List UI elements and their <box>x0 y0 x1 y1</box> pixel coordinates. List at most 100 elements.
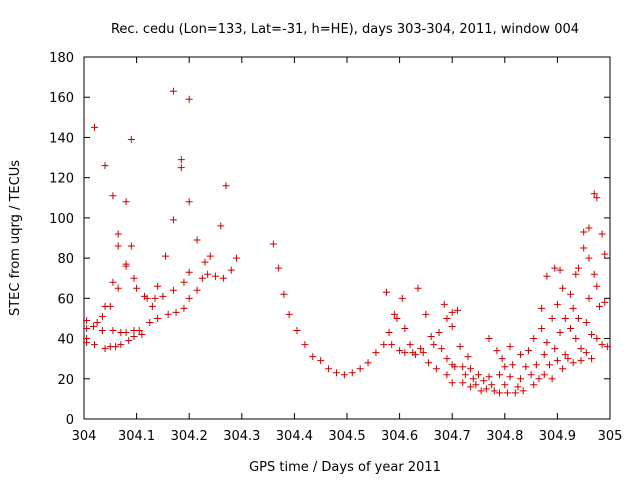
data-point <box>519 387 527 395</box>
data-point <box>561 351 569 359</box>
data-point <box>91 123 99 131</box>
data-point <box>532 361 540 369</box>
data-point <box>382 288 390 296</box>
data-point <box>101 345 109 353</box>
data-point <box>567 325 575 332</box>
data-point <box>138 331 146 339</box>
data-point <box>169 87 177 95</box>
data-point <box>553 300 561 308</box>
data-point <box>169 216 177 224</box>
data-point <box>477 387 485 395</box>
data-point <box>233 254 241 262</box>
data-point <box>588 331 596 339</box>
data-point <box>577 345 585 353</box>
data-point <box>112 343 120 351</box>
points-layer <box>83 87 611 397</box>
data-point <box>543 272 551 280</box>
x-tick-label: 304.9 <box>539 429 576 444</box>
data-point <box>496 389 504 397</box>
data-point <box>422 310 430 318</box>
data-point <box>185 95 193 103</box>
data-point <box>206 252 214 260</box>
data-point <box>114 230 122 238</box>
data-point <box>396 347 404 355</box>
data-point <box>522 363 530 371</box>
data-point <box>332 369 340 377</box>
data-point <box>551 264 559 272</box>
data-point <box>275 264 283 272</box>
data-point <box>574 314 582 322</box>
data-point <box>459 379 467 387</box>
x-tick-label: 304.4 <box>276 429 313 444</box>
data-point <box>480 377 488 385</box>
data-point <box>212 272 219 280</box>
data-point <box>459 363 467 371</box>
data-point <box>524 347 532 355</box>
data-point <box>130 274 138 282</box>
data-point <box>561 314 569 322</box>
data-point <box>603 343 611 351</box>
x-tick-label: 304.1 <box>118 429 155 444</box>
data-point <box>98 327 106 335</box>
data-point <box>227 266 235 274</box>
data-point <box>580 228 588 236</box>
data-point <box>122 329 130 337</box>
data-point <box>427 333 435 341</box>
data-point <box>509 361 517 369</box>
data-point <box>430 341 438 349</box>
data-point <box>109 192 117 200</box>
data-point <box>193 236 201 244</box>
x-tick-label: 304 <box>72 429 97 444</box>
data-point <box>443 371 451 379</box>
data-point <box>503 389 511 397</box>
data-point <box>475 371 482 379</box>
data-point <box>180 278 188 286</box>
data-point <box>348 369 356 377</box>
data-point <box>411 351 419 359</box>
y-tick-label: 60 <box>57 292 74 307</box>
data-point <box>461 371 469 379</box>
data-point <box>590 270 598 278</box>
y-tick-label: 40 <box>57 333 74 348</box>
data-point <box>301 341 309 349</box>
y-tick-label: 0 <box>66 413 74 428</box>
data-point <box>582 349 590 357</box>
data-point <box>501 363 509 371</box>
data-point <box>269 240 277 248</box>
data-point <box>201 258 209 266</box>
data-point <box>222 182 230 190</box>
data-point <box>574 264 582 272</box>
data-point <box>517 375 525 383</box>
data-point <box>393 314 401 322</box>
data-point <box>432 365 440 373</box>
data-point <box>490 387 498 395</box>
data-point <box>117 341 125 349</box>
data-point <box>535 375 543 383</box>
data-point <box>580 244 588 252</box>
data-point <box>438 345 446 353</box>
data-point <box>451 363 459 371</box>
x-axis-label: GPS time / Days of year 2011 <box>249 460 441 475</box>
data-point <box>340 371 348 379</box>
data-point <box>185 198 193 206</box>
ticks-layer: 304 304.1 304.2 304.3 304.4 304.5 304.6 304.7 30… <box>49 51 622 444</box>
data-point <box>601 298 609 306</box>
data-point <box>154 314 162 322</box>
data-point <box>467 365 475 373</box>
data-point <box>130 333 138 341</box>
data-point <box>590 190 598 198</box>
data-point <box>440 300 448 308</box>
data-point <box>488 381 496 389</box>
data-point <box>546 361 554 369</box>
data-point <box>193 286 201 294</box>
data-point <box>530 381 538 389</box>
data-point <box>217 222 225 230</box>
data-point <box>585 254 593 262</box>
data-point <box>435 329 443 337</box>
data-point <box>143 294 151 302</box>
data-point <box>83 335 91 343</box>
data-point <box>185 294 193 302</box>
data-point <box>530 335 538 343</box>
data-point <box>443 355 451 363</box>
data-point <box>285 310 293 318</box>
